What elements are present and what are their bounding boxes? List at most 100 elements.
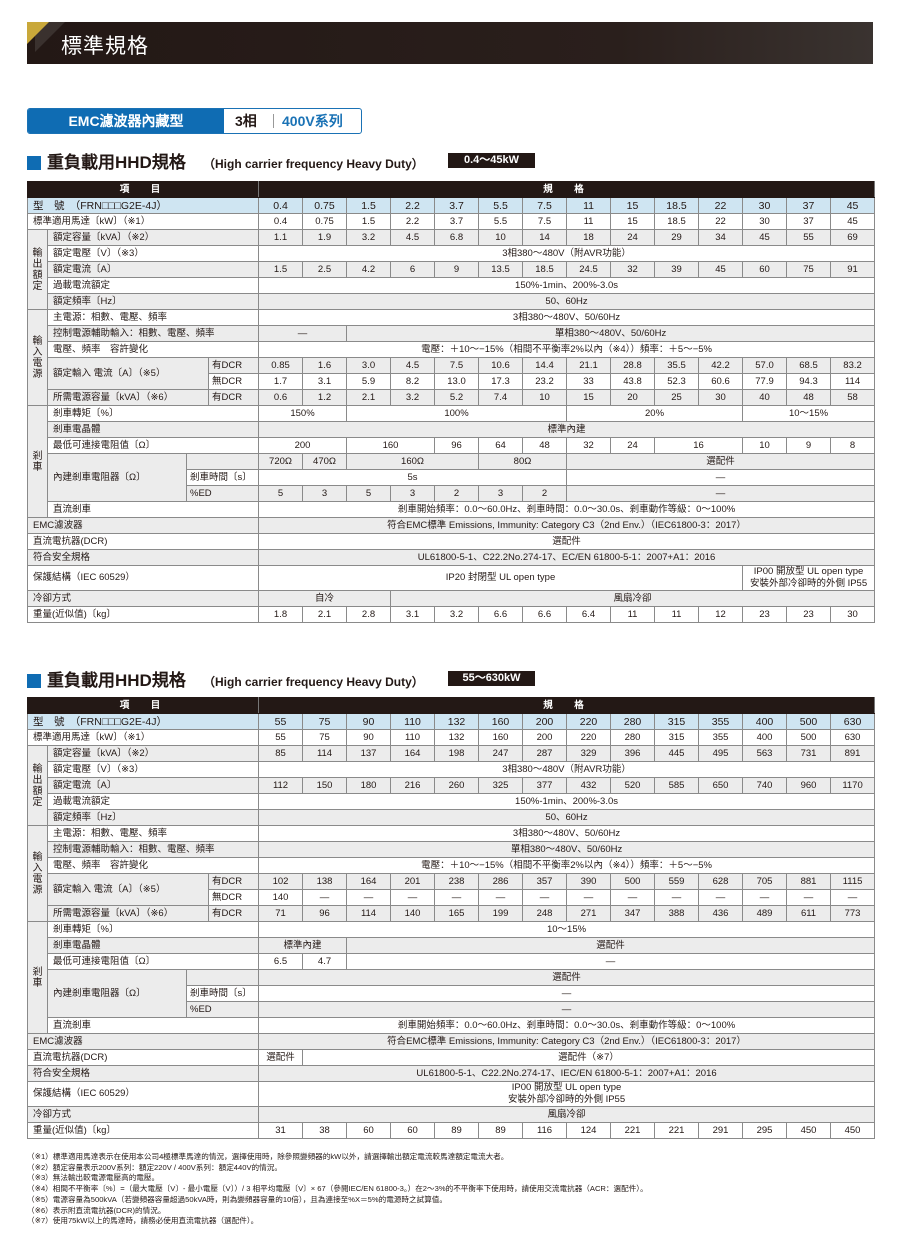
value-cell: 75 [786,261,832,278]
value-cell: IP20 封閉型 UL open type [258,565,744,591]
value-cell: — [258,1001,876,1018]
value-cell: 6.5 [258,953,304,970]
group-label: 輸出額定 [27,745,48,826]
row-label: 額定電流〔A〕 [46,261,260,278]
group-label-text: 輸入電源 [32,851,43,896]
section-subtitle: （High carrier frequency Heavy Duty） [203,157,424,171]
value-cell: 3.1 [302,373,348,390]
table-row: 無DCR 140— — — — — — — — — — — — — [28,889,876,906]
value-cell: 22 [698,197,744,214]
value-cell: 2.2 [390,213,436,230]
value-cell: 6.6 [522,606,568,623]
value-cell: 286 [478,873,524,890]
value-cell: 9 [786,437,832,454]
value-cell: 75 [302,713,348,730]
value-cell: 18.5 [654,213,700,230]
group-label-text: 剎車 [32,966,43,989]
series-phase: 3相 [235,113,257,129]
value-cell: 248 [522,905,568,922]
value-cell: 69 [830,229,876,246]
value-cell: 48 [522,437,568,454]
row-sublabel: 剎車時間〔s〕 [185,985,260,1002]
value-cell: 260 [434,777,480,794]
value-cell: 91 [830,261,876,278]
value-cell: 198 [434,745,480,762]
table-row: 電壓、頻率 容許變化 電壓：＋10～−15%（相間不平衡率2%以內（※4））頻率：… [28,857,876,874]
value-cell: 85 [258,745,304,762]
value-cell: 445 [654,745,700,762]
value-cell: 32 [566,437,612,454]
value-cell: 52.3 [654,373,700,390]
value-cell: 160 [346,437,436,454]
row-label: 剎車轉矩〔%〕 [46,921,260,938]
value-cell: 24 [610,229,656,246]
value-cell: 160 [478,729,524,746]
value-cell: 220 [566,729,612,746]
value-cell: 43.8 [610,373,656,390]
value-cell: 68.5 [786,357,832,374]
value-cell: 自冷 [258,590,392,607]
row-label: 額定電流〔A〕 [46,777,260,794]
value-cell: — [390,889,436,906]
value-cell: 2 [434,485,480,502]
table-row: 剎車電晶體 標準內建 選配件 [28,937,876,954]
value-cell: 5 [258,485,304,502]
value-cell: 34 [698,229,744,246]
value-cell: 13.0 [434,373,480,390]
value-cell: 377 [522,777,568,794]
value-cell: 10～15% [742,405,876,422]
value-cell: 3.7 [434,197,480,214]
value-cell: 5.9 [346,373,392,390]
value-cell: 80Ω [478,453,568,470]
row-sublabel: 有DCR [207,905,260,922]
value-cell: — [830,889,876,906]
value-cell: 11 [610,606,656,623]
value-cell: 39 [654,261,700,278]
value-cell: 315 [654,729,700,746]
value-cell: 150% [258,405,348,422]
row-label: 最低可連接電阻值〔Ω〕 [46,953,260,970]
value-cell: 325 [478,777,524,794]
value-cell: 15 [610,213,656,230]
value-cell: 315 [654,713,700,730]
table-row: 控制電源輔助輸入：相數、電壓、頻率 — 單相380～480V、50/60Hz [28,325,876,342]
table-row: 剎車 剎車轉矩〔%〕 10～15% [27,921,876,1034]
value-cell: 500 [610,873,656,890]
value-cell: 30 [742,197,788,214]
value-cell: 611 [786,905,832,922]
value-cell: 10～15% [258,921,876,938]
value-cell: 60 [390,1122,436,1139]
value-cell: 6.4 [566,606,612,623]
value-cell: 220 [566,713,612,730]
value-cell: 10 [478,229,524,246]
page-header-bar: 標準規格 [27,22,873,64]
value-cell: 8.2 [390,373,436,390]
footnote: （※3）無法輸出較電源電壓高的電壓。 [27,1173,160,1183]
value-cell: 7.5 [522,213,568,230]
value-cell: 4.5 [390,229,436,246]
value-cell: 2.8 [346,606,392,623]
table-row: 保護結構（IEC 60529） IP20 封閉型 UL open type IP00… [26,565,876,591]
table-row: 額定電流〔A〕 112 150 180 216 260 325 377 432 520 585 650… [28,777,876,794]
value-cell: — [522,889,568,906]
table-row: 輸入電源 主電源：相數、電壓、頻率 3相380～480V、50/60Hz [27,309,876,406]
value-cell: 1.2 [302,389,348,406]
table-row: EMC濾波器 符合EMC標準 Emissions, Immunity: Categ… [26,1033,876,1050]
value-cell: 48 [786,389,832,406]
value-cell: 29 [654,229,700,246]
value-cell: 3.2 [346,229,392,246]
table-row: 最低可連接電阻值〔Ω〕 6.5 4.7— [28,953,876,970]
value-cell: 5s [258,469,568,486]
table-row: 型 號 （FRN□□□G2E-4J） 0.4 0.75 1.5 2.2 3.7 5.5 7.5… [26,197,876,214]
value-cell: — [478,889,524,906]
value-cell: 20 [610,389,656,406]
value-cell: 單相380～480V、50/60Hz [258,841,876,858]
value-cell: 0.4 [258,213,304,230]
value-cell: 489 [742,905,788,922]
table-row: 符合安全規格 UL61800-5-1、C22.2No.274-17、IEC/EN … [26,1065,876,1082]
row-label: 冷卻方式 [26,1106,260,1123]
value-cell: 390 [566,873,612,890]
value-cell: 150%-1min、200%-3.0s [258,277,876,294]
value-cell: 881 [786,873,832,890]
row-label: 額定容量〔kVA〕（※2） [46,745,260,762]
